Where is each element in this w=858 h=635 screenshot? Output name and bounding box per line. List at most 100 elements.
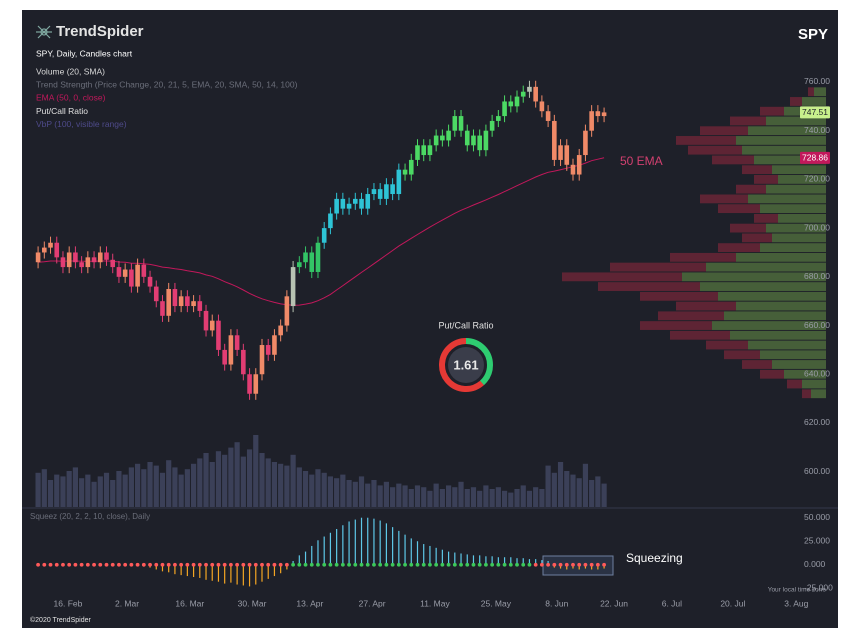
profile-down [676, 136, 736, 145]
candle-body [234, 335, 240, 350]
squeeze-dot [521, 562, 526, 567]
profile-down [754, 175, 778, 184]
profile-down [760, 106, 784, 116]
candle [265, 338, 271, 361]
volume-bar [464, 489, 470, 507]
candle-body [104, 252, 109, 260]
volume-bar [290, 454, 296, 507]
volume-bar [72, 467, 79, 507]
volume-bar [85, 474, 91, 507]
candle-body [216, 320, 221, 350]
candle [141, 258, 147, 283]
candle-body [489, 120, 495, 131]
volume-bar [526, 490, 533, 507]
candle [576, 148, 582, 181]
ema-line [38, 157, 605, 306]
squeeze-dot [340, 562, 345, 567]
squeeze-dot [527, 562, 532, 567]
profile-down [640, 291, 718, 301]
candle-body [309, 252, 315, 272]
candle [483, 124, 489, 157]
volume-bar [203, 453, 209, 507]
candle-body [502, 101, 507, 117]
candle-body [533, 86, 538, 102]
candle-body [228, 335, 234, 365]
candle-body [545, 111, 551, 121]
squeeze-dot [36, 562, 40, 567]
indicator-label: Trend Strength (Price Change, 20, 21, 5,… [36, 79, 298, 89]
candle-body [222, 349, 227, 365]
candle [54, 236, 60, 264]
profile-down [562, 272, 682, 282]
volume-bar [209, 462, 215, 507]
profile-up [718, 291, 826, 301]
profile-up [784, 369, 826, 379]
candle-body [116, 267, 122, 277]
profile-down [742, 360, 772, 369]
squeeze-dot [564, 562, 569, 567]
volume-bar [265, 458, 271, 507]
volume-bar [346, 480, 352, 507]
candle-body [122, 269, 128, 277]
gauge-value: 1.61 [453, 357, 478, 372]
candle-body [85, 257, 91, 268]
candle [502, 95, 507, 123]
volume-bar [365, 483, 371, 507]
candle [247, 368, 252, 400]
candle [178, 290, 184, 313]
volume-bar [445, 485, 452, 507]
candle-body [315, 242, 321, 272]
candle-body [73, 252, 78, 263]
candle [259, 338, 265, 381]
candle-body [415, 145, 420, 160]
squeeze-dot [571, 562, 575, 567]
squeeze-dot [390, 562, 395, 567]
squeeze-dot [477, 562, 482, 567]
volume-bar [296, 467, 302, 507]
profile-down [790, 97, 802, 106]
volume-bar [41, 469, 47, 507]
profile-down [700, 194, 748, 204]
candle-body [340, 198, 346, 209]
candle [253, 368, 259, 400]
squeeze-dot [98, 562, 103, 567]
candle-body [129, 269, 134, 287]
squeeze-dot [378, 562, 383, 567]
profile-up [706, 262, 826, 272]
candle-body [91, 257, 97, 263]
candle [552, 114, 557, 167]
volume-bar [222, 454, 228, 507]
last-price-tag-bg [800, 106, 830, 119]
squeeze-dot [552, 562, 557, 567]
symbol: SPY [798, 26, 828, 43]
volume-bar [240, 456, 246, 507]
squeeze-dot [496, 562, 501, 567]
candle [340, 192, 346, 215]
squeeze-dot [421, 562, 426, 567]
squeeze-tick-label: 0.000 [804, 559, 826, 569]
volume-bar [414, 485, 421, 507]
candle-body [48, 242, 53, 248]
candle-body [464, 130, 470, 146]
squeeze-dot [260, 562, 264, 567]
candle [110, 253, 116, 274]
squeeze-annotation: Squeezing [626, 551, 683, 565]
volume-bar [190, 463, 197, 507]
squeeze-dot [291, 562, 295, 567]
candle [384, 178, 389, 205]
squeeze-dot [471, 562, 476, 567]
candle [216, 314, 221, 356]
squeeze-dot [502, 562, 507, 567]
profile-up [772, 233, 826, 243]
candle [60, 251, 66, 274]
squeeze-dot [353, 562, 358, 567]
squeeze-dot [241, 562, 246, 567]
x-tick-label: 27. Apr [359, 598, 386, 608]
indicator-label: Put/Call Ratio [36, 106, 88, 116]
squeeze-dot [602, 562, 606, 567]
candle [520, 85, 526, 103]
candle-body [54, 242, 60, 258]
volume-bar [489, 489, 495, 507]
candle-body [178, 296, 184, 307]
squeeze-dot [148, 562, 152, 567]
